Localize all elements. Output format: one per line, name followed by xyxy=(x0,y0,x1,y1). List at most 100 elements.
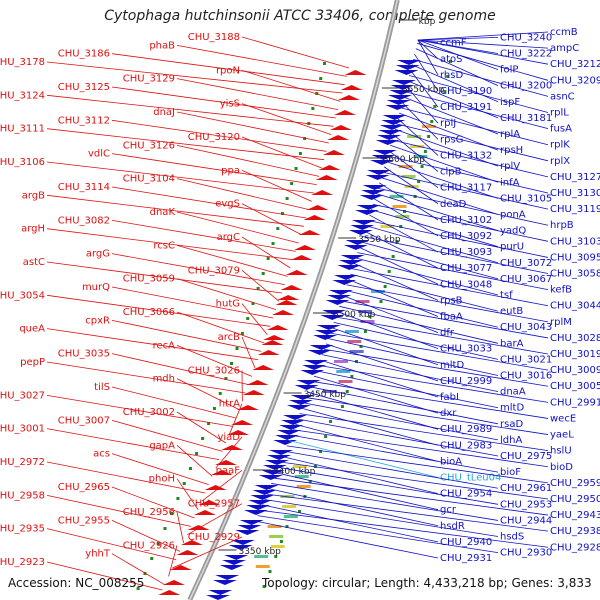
forward-gene-arrow xyxy=(327,135,350,140)
forward-gene-leader xyxy=(241,69,341,102)
reverse-gene-arrow xyxy=(389,90,414,95)
reverse-gene-label: CHU_2930 xyxy=(500,548,552,559)
reverse-gene-label: CHU_3102 xyxy=(440,215,492,226)
forward-gene-leader xyxy=(176,445,213,477)
gene-block xyxy=(344,330,359,333)
forward-gene-label: CHU_2923 xyxy=(0,557,45,568)
gene-block xyxy=(421,125,436,128)
reverse-gene-label: kefB xyxy=(550,285,572,296)
reverse-gene-leader xyxy=(380,177,499,215)
gc-marker xyxy=(290,182,294,185)
reverse-gene-leader xyxy=(339,305,499,344)
forward-gene-label: CHU_3111 xyxy=(0,124,45,135)
reverse-gene-label: rplX xyxy=(550,156,570,167)
forward-gene-label: CHU_2957 xyxy=(188,499,240,510)
forward-gene-label: tilS xyxy=(94,382,110,393)
gc-marker xyxy=(281,212,284,215)
reverse-gene-leader xyxy=(277,466,499,505)
forward-gene-leader xyxy=(111,519,181,552)
reverse-gene-label: CHU_3072 xyxy=(500,258,552,269)
gc-marker xyxy=(156,542,160,545)
forward-gene-label: queA xyxy=(19,324,45,335)
reverse-gene-leader xyxy=(375,193,499,231)
reverse-gene-leader xyxy=(400,107,549,146)
reverse-gene-label: rpsG xyxy=(440,134,463,145)
forward-gene-arrow xyxy=(290,255,313,260)
reverse-gene-label: rplK xyxy=(550,140,570,151)
reverse-gene-label: rplJ xyxy=(440,118,456,129)
reverse-gene-arrow xyxy=(260,470,285,475)
reverse-gene-label: CHU_2975 xyxy=(500,451,552,462)
reverse-gene-arrow xyxy=(348,230,373,235)
forward-gene-leader xyxy=(176,244,288,277)
reverse-gene-leader xyxy=(327,338,499,376)
gc-marker xyxy=(176,497,180,500)
gc-marker xyxy=(246,317,250,320)
forward-gene-leader xyxy=(176,344,253,377)
reverse-gene-leader xyxy=(404,91,549,129)
forward-gene-leader xyxy=(46,161,315,194)
reverse-gene-leader xyxy=(417,36,499,41)
forward-gene-arrow xyxy=(227,430,250,435)
reverse-gene-arrow xyxy=(394,70,419,75)
reverse-gene-label: CHU_3005 xyxy=(550,381,600,392)
reverse-gene-arrow xyxy=(379,125,404,130)
gc-marker xyxy=(268,570,272,573)
reverse-gene-label: CHU_3043 xyxy=(500,322,552,333)
reverse-gene-label: hslU xyxy=(550,446,572,457)
reverse-gene-leader xyxy=(341,300,549,339)
reverse-gene-leader xyxy=(303,402,499,441)
forward-gene-leader xyxy=(46,361,246,394)
forward-gene-leader xyxy=(111,386,236,419)
reverse-gene-arrow xyxy=(300,370,325,375)
gc-marker xyxy=(170,512,173,515)
gc-marker xyxy=(218,392,222,395)
reverse-gene-arrow xyxy=(281,420,306,425)
forward-gene-arrow xyxy=(236,405,259,410)
reverse-gene-label: rsaD xyxy=(500,419,523,430)
reverse-gene-label: CHU_3058 xyxy=(550,269,600,280)
reverse-gene-leader xyxy=(353,263,439,301)
reverse-gene-leader xyxy=(257,515,499,554)
reverse-gene-arrow xyxy=(328,290,353,295)
forward-gene-leader xyxy=(228,403,243,435)
forward-gene-label: CHU_3027 xyxy=(0,390,45,401)
reverse-gene-label: CHU_2943 xyxy=(550,510,600,521)
reverse-gene-arrow xyxy=(322,310,346,315)
reverse-gene-label: CHU_2953 xyxy=(500,499,552,510)
forward-gene-leader xyxy=(46,528,177,561)
forward-gene-leader xyxy=(46,194,304,227)
reverse-gene-arrow xyxy=(359,195,384,200)
forward-gene-leader xyxy=(176,44,347,77)
forward-gene-label: vdlC xyxy=(88,149,110,160)
reverse-gene-arrow xyxy=(269,450,294,455)
reverse-gene-label: bioD xyxy=(550,462,573,473)
forward-gene-label: recA xyxy=(153,340,176,351)
reverse-gene-label: rplL xyxy=(550,108,569,119)
reverse-gene-label: ccmF xyxy=(440,38,467,49)
gene-block xyxy=(336,370,351,373)
reverse-gene-arrow xyxy=(365,175,390,180)
forward-gene-leader xyxy=(176,144,320,177)
gc-marker xyxy=(285,197,289,200)
forward-gene-arrow xyxy=(263,335,286,340)
reverse-gene-arrow xyxy=(206,595,231,600)
reverse-gene-label: CHU_3009 xyxy=(550,365,600,376)
forward-gene-arrow xyxy=(334,110,356,115)
forward-gene-leader xyxy=(111,486,195,519)
forward-gene-label: acs xyxy=(93,449,110,460)
gc-marker xyxy=(271,242,275,245)
forward-gene-label: CHU_3112 xyxy=(58,115,110,126)
reverse-gene-arrow xyxy=(340,255,365,260)
reverse-gene-leader xyxy=(319,359,439,398)
forward-gene-leader xyxy=(111,219,296,252)
forward-gene-arrow xyxy=(303,215,326,220)
gene-block xyxy=(347,340,362,343)
reverse-gene-label: CHU_3119 xyxy=(550,204,600,215)
forward-gene-label: CHU_3188 xyxy=(188,32,240,43)
reverse-gene-label: CHU_3033 xyxy=(440,344,492,355)
reverse-gene-leader xyxy=(262,504,439,543)
reverse-gene-label: CHU_3092 xyxy=(440,231,492,242)
reverse-gene-leader xyxy=(355,257,499,296)
